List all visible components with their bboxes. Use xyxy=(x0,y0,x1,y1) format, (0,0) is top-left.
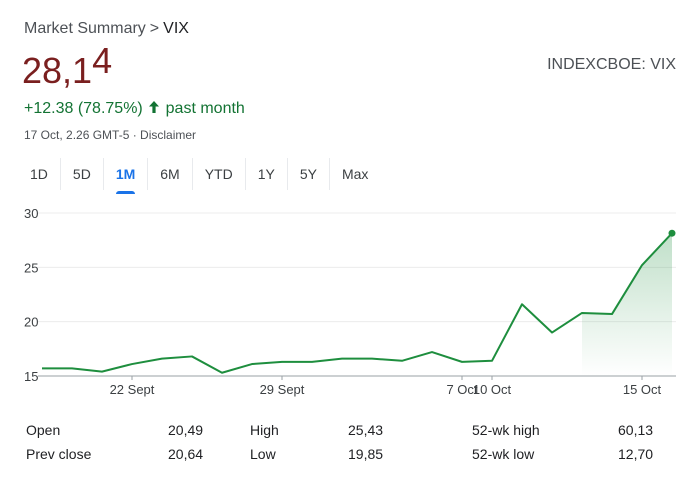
tab-1d[interactable]: 1D xyxy=(18,158,61,190)
arrow-up-icon xyxy=(149,101,160,113)
timestamp-disclaimer: 17 Oct, 2.26 GMT-5 · Disclaimer xyxy=(24,128,197,142)
stats-row-2: Prev close 20,64 Low 19,85 52-wk low 12,… xyxy=(26,442,656,466)
prev-close-label: Prev close xyxy=(26,446,92,462)
open-value: 20,49 xyxy=(168,422,204,438)
tab-5y[interactable]: 5Y xyxy=(288,158,330,190)
tab-label: 1Y xyxy=(257,166,275,182)
tab-1m[interactable]: 1M xyxy=(104,158,149,194)
wk52-low-value: 12,70 xyxy=(618,446,654,462)
tab-1y[interactable]: 1Y xyxy=(246,158,288,190)
tab-max[interactable]: Max xyxy=(330,158,380,190)
tab-label: YTD xyxy=(204,166,233,182)
wk52-low-label: 52-wk low xyxy=(472,446,535,462)
x-tick-label: 22 Sept xyxy=(110,382,155,397)
range-tabs: 1D 5D 1M 6M YTD 1Y 5Y Max xyxy=(18,158,380,194)
wk52-high-value: 60,13 xyxy=(618,422,654,438)
x-tick-label: 10 Oct xyxy=(473,382,512,397)
stats-row-1: Open 20,49 High 25,43 52-wk high 60,13 xyxy=(26,418,656,442)
wk52-high-label: 52-wk high xyxy=(472,422,540,438)
change-period: past month xyxy=(165,100,245,117)
area-fill xyxy=(582,233,672,376)
change-value: +12.38 (78.75%) xyxy=(24,100,143,117)
breadcrumb-separator: > xyxy=(149,20,160,37)
x-tick-label: 15 Oct xyxy=(623,382,662,397)
stats-table: Open 20,49 High 25,43 52-wk high 60,13 P… xyxy=(26,418,656,466)
tab-label: 5Y xyxy=(299,166,317,182)
y-tick-label: 20 xyxy=(24,315,38,330)
last-data-point xyxy=(668,229,676,237)
price-last-digit: 4 xyxy=(92,40,113,81)
breadcrumb-parent[interactable]: Market Summary xyxy=(24,20,146,37)
low-label: Low xyxy=(250,446,276,462)
tab-label: 1D xyxy=(30,166,48,182)
series-line xyxy=(42,232,673,374)
y-tick-label: 30 xyxy=(24,206,38,221)
tab-5d[interactable]: 5D xyxy=(61,158,104,190)
price-change: +12.38 (78.75%) past month xyxy=(24,100,245,118)
high-label: High xyxy=(250,422,279,438)
price-main: 28,1 xyxy=(22,50,93,91)
x-tick-label: 7 Oct xyxy=(446,382,477,397)
x-tick-label: 29 Sept xyxy=(260,382,305,397)
tab-label: 5D xyxy=(72,166,91,182)
breadcrumb: Market Summary > VIX xyxy=(24,20,189,38)
ticker-symbol: INDEXCBOE: VIX xyxy=(547,56,676,73)
high-value: 25,43 xyxy=(348,422,384,438)
y-tick-label: 25 xyxy=(24,260,38,275)
tab-label: 6M xyxy=(160,166,180,182)
tab-6m[interactable]: 6M xyxy=(148,158,193,190)
open-label: Open xyxy=(26,422,61,438)
tab-label: 1M xyxy=(115,166,136,182)
current-price: 28,14 xyxy=(22,40,112,92)
low-value: 19,85 xyxy=(348,446,384,462)
breadcrumb-symbol: VIX xyxy=(163,20,189,37)
prev-close-value: 20,64 xyxy=(168,446,204,462)
y-tick-label: 15 xyxy=(24,369,38,384)
tab-ytd[interactable]: YTD xyxy=(193,158,246,190)
tab-label: Max xyxy=(341,166,369,182)
